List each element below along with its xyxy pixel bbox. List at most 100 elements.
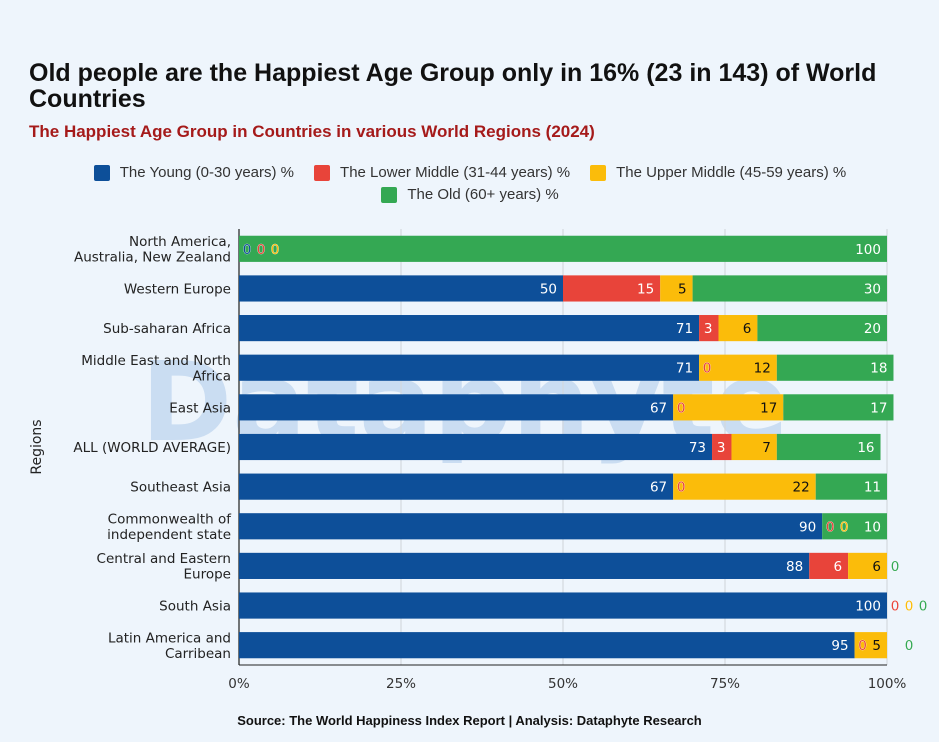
- data-label: 71: [676, 321, 693, 337]
- data-label: 11: [864, 480, 881, 496]
- data-label: 0: [703, 361, 712, 377]
- data-label: 30: [864, 281, 881, 297]
- category-label: Carribean: [165, 646, 231, 662]
- x-tick-label: 50%: [548, 676, 578, 692]
- category-label: Australia, New Zealand: [74, 250, 231, 266]
- bar-segment: [731, 433, 777, 461]
- x-tick-label: 100%: [868, 676, 907, 692]
- data-label: 12: [754, 361, 771, 377]
- legend-item: The Old (60+ years) %: [381, 186, 559, 203]
- bar-segment: [239, 632, 855, 659]
- chart-title: Old people are the Happiest Age Group on…: [29, 59, 877, 113]
- category-label: ALL (WORLD AVERAGE): [73, 440, 231, 456]
- data-label: 90: [799, 519, 816, 535]
- category-label: South Asia: [159, 599, 231, 615]
- legend-label: The Lower Middle (31-44 years) %: [340, 164, 571, 181]
- data-label: 7: [762, 440, 771, 456]
- data-label: 0: [677, 480, 686, 496]
- data-label: 6: [834, 559, 843, 575]
- data-label: 18: [870, 361, 887, 377]
- legend-label: The Upper Middle (45-59 years) %: [616, 164, 847, 181]
- data-label: 0: [257, 242, 266, 258]
- bar-segment: [783, 394, 894, 421]
- data-label: 17: [760, 400, 777, 416]
- data-label: 67: [650, 400, 667, 416]
- data-label: 50: [540, 281, 557, 297]
- data-label: 0: [891, 559, 900, 575]
- legend-item: The Lower Middle (31-44 years) %: [314, 164, 570, 181]
- bar-segment: [239, 552, 810, 579]
- legend-swatch: [590, 164, 607, 181]
- category-label: Sub-saharan Africa: [103, 321, 231, 337]
- legend-label: The Old (60+ years) %: [407, 186, 559, 203]
- data-label: 67: [650, 480, 667, 496]
- data-label: 5: [678, 281, 687, 297]
- x-tick-label: 0%: [228, 676, 250, 692]
- bar-segment: [239, 315, 700, 342]
- category-label: East Asia: [169, 400, 231, 416]
- bar-segment: [239, 354, 700, 381]
- data-label: 88: [786, 559, 803, 575]
- data-label: 73: [689, 440, 706, 456]
- bar-segment: [757, 315, 887, 342]
- data-label: 0: [891, 599, 900, 615]
- bar-segment: [239, 592, 887, 619]
- bar-segment: [239, 235, 887, 262]
- data-label: 0: [271, 242, 280, 258]
- category-label: Western Europe: [124, 281, 231, 297]
- data-label: 95: [831, 638, 848, 654]
- chart-subtitle: The Happiest Age Group in Countries in v…: [29, 122, 595, 141]
- bar-segment: [239, 473, 674, 500]
- data-label: 0: [677, 400, 686, 416]
- data-label: 100: [855, 242, 881, 258]
- data-label: 15: [637, 281, 654, 297]
- bar-segment: [848, 552, 887, 579]
- x-tick-label: 25%: [386, 676, 416, 692]
- data-label: 0: [243, 242, 252, 258]
- legend-swatch: [381, 186, 398, 203]
- category-label: Europe: [184, 567, 231, 583]
- legend-label: The Young (0-30 years) %: [119, 164, 295, 181]
- bar-segment: [563, 275, 661, 302]
- bar-segment: [699, 354, 777, 381]
- bar-segment: [673, 473, 816, 500]
- legend-item: The Young (0-30 years) %: [93, 164, 295, 181]
- bar-segment: [776, 433, 881, 461]
- category-label: Middle East and North: [81, 353, 231, 369]
- data-label: 22: [793, 480, 810, 496]
- data-label: 0: [826, 519, 835, 535]
- data-label: 17: [870, 400, 887, 416]
- data-label: 0: [919, 599, 928, 615]
- category-label: Commonwealth of: [108, 512, 233, 528]
- bar-segment: [815, 473, 887, 500]
- bar-segment: [692, 275, 887, 302]
- category-label: independent state: [107, 527, 231, 543]
- data-label: 71: [676, 361, 693, 377]
- data-label: 5: [872, 638, 881, 654]
- bar-segment: [673, 394, 784, 421]
- category-label: Latin America and: [108, 630, 231, 646]
- legend-swatch: [314, 164, 331, 181]
- bar-segment: [776, 354, 894, 381]
- data-label: 3: [704, 321, 713, 337]
- legend-item: The Upper Middle (45-59 years) %: [590, 164, 846, 181]
- data-label: 6: [872, 559, 881, 575]
- data-label: 0: [840, 519, 849, 535]
- bar-segment: [854, 632, 887, 659]
- data-label: 0: [858, 638, 867, 654]
- bar-segment: [239, 513, 823, 540]
- bar-segment: [809, 552, 849, 579]
- data-label: 0: [905, 638, 914, 654]
- bar-segment: [699, 315, 719, 342]
- data-label: 10: [864, 519, 881, 535]
- bar-segment: [822, 513, 887, 540]
- bar-segment: [239, 394, 674, 421]
- bar-segment: [660, 275, 693, 302]
- bar-segment: [239, 433, 713, 461]
- y-axis-label: Regions: [29, 419, 45, 474]
- category-label: Africa: [192, 368, 231, 384]
- bar-segment: [239, 275, 563, 302]
- data-label: 3: [717, 440, 726, 456]
- category-label: Southeast Asia: [130, 480, 231, 496]
- chart-source: Source: The World Happiness Index Report…: [237, 713, 702, 728]
